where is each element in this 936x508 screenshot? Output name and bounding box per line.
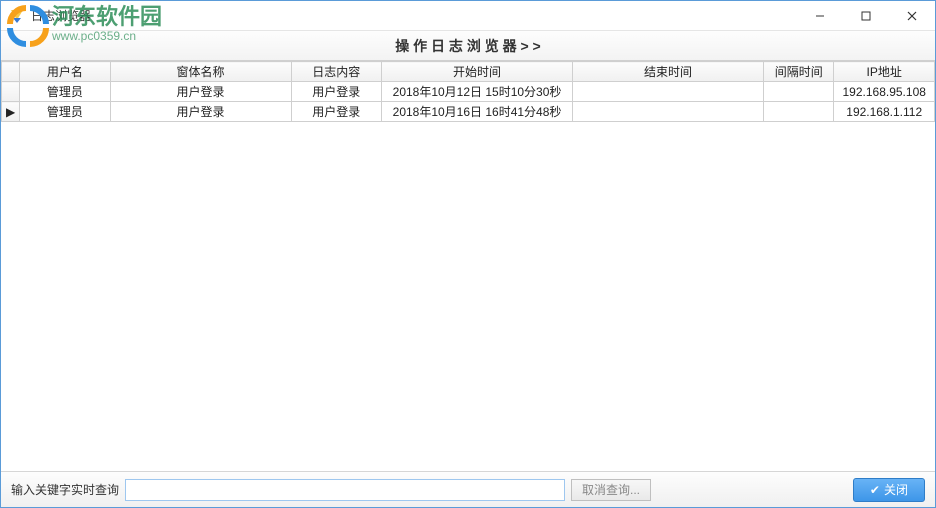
column-header-content[interactable]: 日志内容: [291, 62, 381, 82]
cell-end: [573, 102, 764, 122]
log-browser-window: 日志浏览器 河东软件园 www.pc0359.cn 操 作 日 志 浏 览 器 …: [0, 0, 936, 508]
column-header-form[interactable]: 窗体名称: [110, 62, 291, 82]
window-title: 日志浏览器: [31, 7, 91, 24]
row-header-corner: [2, 62, 20, 82]
cell-gap: [764, 82, 834, 102]
cell-ip: 192.168.95.108: [834, 82, 935, 102]
cancel-search-button[interactable]: 取消查询...: [571, 479, 651, 501]
cell-user: 管理员: [20, 102, 110, 122]
cell-form: 用户登录: [110, 82, 291, 102]
banner-text: 操 作 日 志 浏 览 器 > >: [395, 36, 540, 56]
banner: 操 作 日 志 浏 览 器 > >: [1, 31, 935, 61]
column-header-ip[interactable]: IP地址: [834, 62, 935, 82]
check-icon: ✔: [870, 483, 880, 497]
maximize-button[interactable]: [843, 1, 889, 31]
column-header-end[interactable]: 结束时间: [573, 62, 764, 82]
table-row[interactable]: 管理员用户登录用户登录2018年10月12日 15时10分30秒192.168.…: [2, 82, 935, 102]
close-button[interactable]: ✔ 关闭: [853, 478, 925, 502]
search-input[interactable]: [125, 479, 565, 501]
cell-form: 用户登录: [110, 102, 291, 122]
cell-content: 用户登录: [291, 102, 381, 122]
column-header-start[interactable]: 开始时间: [382, 62, 573, 82]
column-header-gap[interactable]: 间隔时间: [764, 62, 834, 82]
row-indicator: [2, 82, 20, 102]
cell-gap: [764, 102, 834, 122]
cell-user: 管理员: [20, 82, 110, 102]
cell-content: 用户登录: [291, 82, 381, 102]
table-row[interactable]: ▶管理员用户登录用户登录2018年10月16日 16时41分48秒192.168…: [2, 102, 935, 122]
cell-start: 2018年10月12日 15时10分30秒: [382, 82, 573, 102]
search-label: 输入关键字实时查询: [11, 481, 119, 498]
row-indicator: ▶: [2, 102, 20, 122]
close-window-button[interactable]: [889, 1, 935, 31]
cell-end: [573, 82, 764, 102]
cell-start: 2018年10月16日 16时41分48秒: [382, 102, 573, 122]
column-header-user[interactable]: 用户名: [20, 62, 110, 82]
titlebar: 日志浏览器: [1, 1, 935, 31]
minimize-button[interactable]: [797, 1, 843, 31]
footer: 输入关键字实时查询 取消查询... ✔ 关闭: [1, 471, 935, 507]
cell-ip: 192.168.1.112: [834, 102, 935, 122]
log-grid[interactable]: 用户名窗体名称日志内容开始时间结束时间间隔时间IP地址 管理员用户登录用户登录2…: [1, 61, 935, 471]
app-icon: [9, 8, 25, 24]
